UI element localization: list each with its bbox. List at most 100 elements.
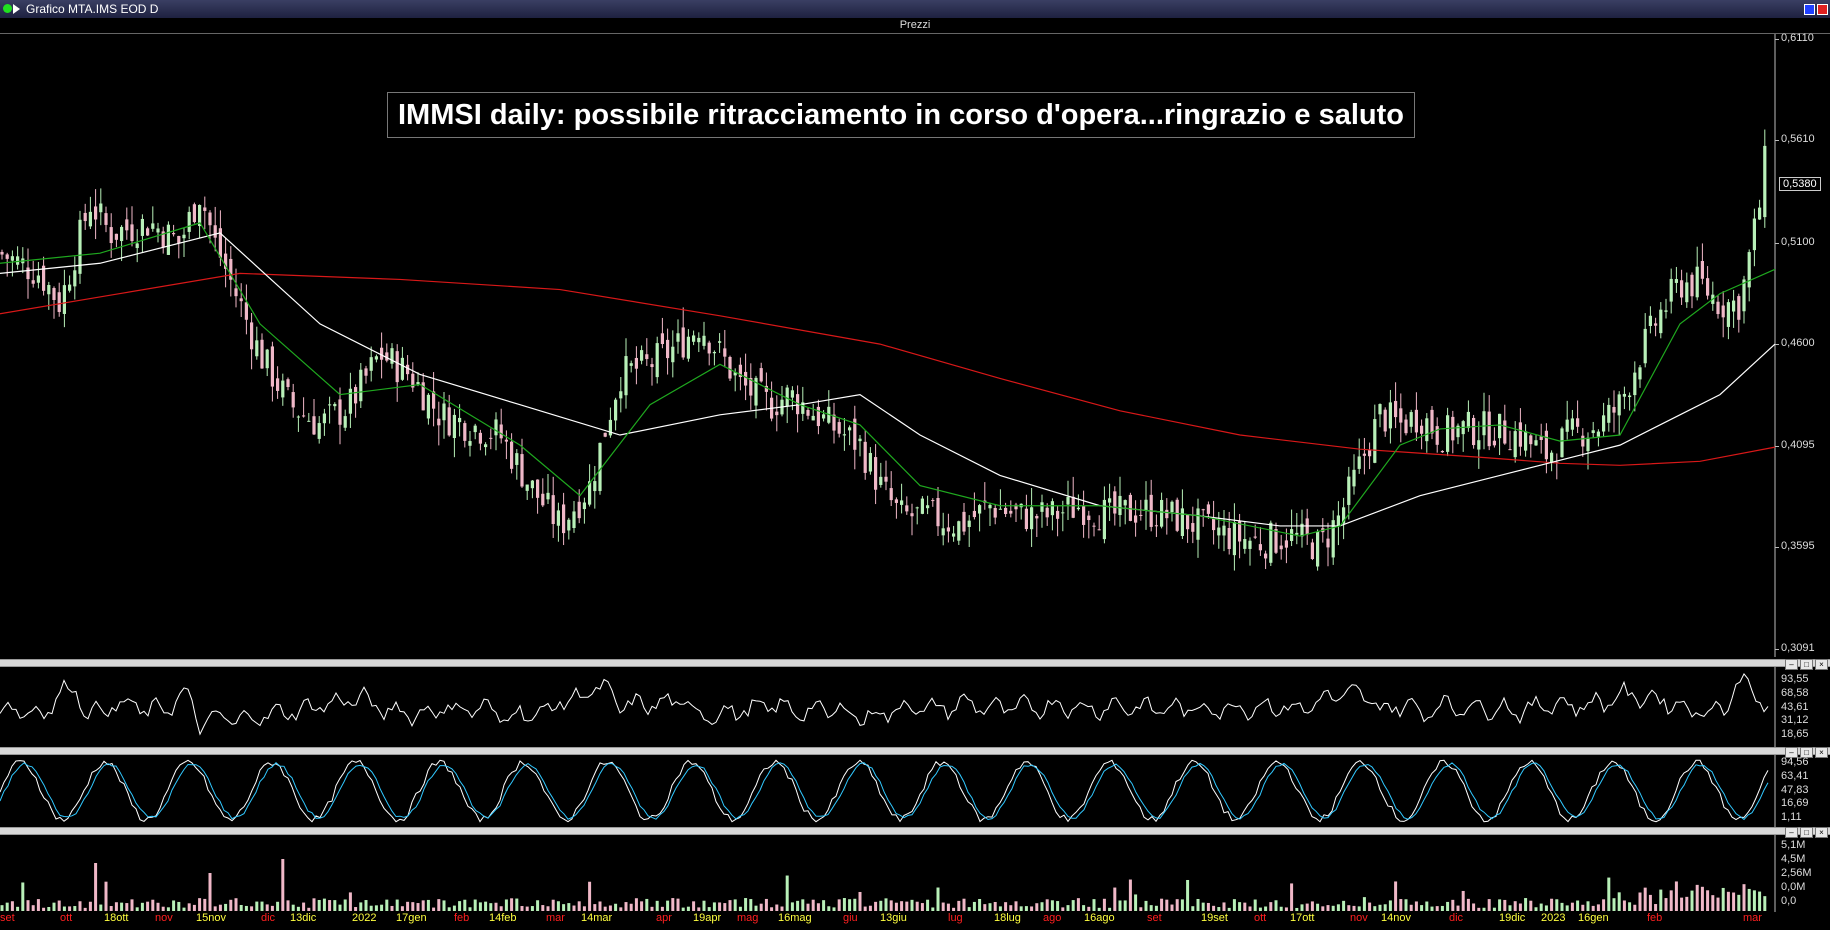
volume-bar <box>1362 897 1366 911</box>
oscillator-1-chart[interactable] <box>0 667 1830 747</box>
volume-bar <box>1113 887 1117 911</box>
volume-bar <box>296 906 300 911</box>
candle-body <box>172 233 176 235</box>
volume-bar <box>47 906 51 911</box>
candle-body <box>354 387 358 404</box>
volume-bar <box>1243 902 1247 911</box>
volume-bar <box>1643 887 1647 911</box>
volume-bar <box>88 901 92 911</box>
volume-bar <box>432 907 436 911</box>
volume-bar <box>203 898 207 911</box>
price-chart[interactable] <box>0 34 1830 657</box>
candle-body <box>426 394 430 419</box>
candle-body <box>1638 367 1642 380</box>
volume-bar <box>775 904 779 911</box>
volume-bar <box>1102 898 1106 911</box>
volume-bar <box>1154 905 1158 911</box>
volume-bar <box>406 901 410 911</box>
pane-separator-2[interactable]: – □ × <box>0 747 1830 758</box>
close-pane-button[interactable]: × <box>1815 659 1828 670</box>
volume-bar <box>1586 901 1590 911</box>
candle-body <box>1092 525 1096 527</box>
candle-body <box>1659 309 1663 334</box>
candle-body <box>1331 520 1335 558</box>
candle-body <box>608 419 612 436</box>
oscillator-1-tick-label: 43,61 <box>1781 700 1809 713</box>
volume-bar <box>52 902 56 911</box>
volume-bar <box>1622 900 1626 911</box>
window-restore-icon[interactable] <box>1804 4 1815 15</box>
minimize-pane-button[interactable]: – <box>1785 827 1798 838</box>
candle-body <box>26 267 30 280</box>
candle-body <box>260 339 264 369</box>
price-pane-title: Prezzi <box>0 18 1830 34</box>
candle-body <box>1154 525 1158 527</box>
candle-body <box>1300 523 1304 537</box>
candle-body <box>515 453 519 465</box>
volume-bar <box>1659 889 1663 911</box>
volume-bar <box>681 907 685 911</box>
volume-bar <box>1706 890 1710 911</box>
volume-tick-label: 5,1M <box>1781 839 1806 851</box>
candle-body <box>1076 507 1080 510</box>
volume-bar <box>988 903 992 911</box>
candle-body <box>1139 514 1143 516</box>
volume-bar <box>1201 902 1205 911</box>
pane-separator-1[interactable]: – □ × <box>0 659 1830 670</box>
candle-body <box>1227 528 1231 550</box>
price-tick-label: 0,5610 <box>1781 133 1815 146</box>
candle-body <box>894 499 898 503</box>
volume-bar <box>1061 907 1065 911</box>
play-arrow-icon[interactable] <box>13 4 20 14</box>
window-close-icon[interactable] <box>1817 4 1828 15</box>
volume-bar <box>36 899 40 911</box>
volume-bar <box>1581 904 1585 911</box>
volume-bar <box>801 899 805 911</box>
minimize-pane-button[interactable]: – <box>1785 659 1798 670</box>
candle-body <box>125 219 129 231</box>
volume-bar <box>1472 903 1476 911</box>
candle-body <box>681 327 685 358</box>
close-pane-button[interactable]: × <box>1815 747 1828 758</box>
candle-body <box>1622 393 1626 397</box>
candle-body <box>0 251 4 255</box>
volume-bar <box>1690 890 1694 911</box>
maximize-pane-button[interactable]: □ <box>1800 827 1813 838</box>
candle-body <box>900 500 904 505</box>
candle-body <box>1030 507 1034 530</box>
volume-bar <box>276 901 280 911</box>
candle-body <box>1706 278 1710 296</box>
date-axis-label: 19set <box>1201 912 1228 924</box>
volume-bar <box>1680 897 1684 911</box>
date-axis-label: 2023 <box>1541 912 1566 924</box>
last-price-tag: 0,5380 <box>1779 177 1821 191</box>
candle-body <box>624 356 628 396</box>
candle-body <box>941 528 945 536</box>
pane-separator-3[interactable]: – □ × <box>0 827 1830 838</box>
minimize-pane-button[interactable]: – <box>1785 747 1798 758</box>
maximize-pane-button[interactable]: □ <box>1800 659 1813 670</box>
volume-bar <box>109 906 113 911</box>
candle-body <box>952 533 956 537</box>
stochastic-chart[interactable] <box>0 755 1830 827</box>
candle-body <box>104 213 108 225</box>
maximize-pane-button[interactable]: □ <box>1800 747 1813 758</box>
green-status-icon <box>3 4 12 13</box>
volume-bar <box>1596 904 1600 911</box>
candle-body <box>1420 425 1424 434</box>
stochastic-tick-label: 1,11 <box>1781 811 1802 823</box>
volume-bar <box>348 892 352 911</box>
candle-body <box>1009 510 1013 514</box>
volume-bar <box>270 905 274 911</box>
price-tick-mark <box>1775 547 1779 549</box>
candle-body <box>281 380 285 398</box>
candle-body <box>1066 497 1070 505</box>
candle-body <box>920 498 924 514</box>
close-pane-button[interactable]: × <box>1815 827 1828 838</box>
volume-chart[interactable] <box>0 835 1830 912</box>
candle-body <box>239 298 243 302</box>
volume-bar <box>603 906 607 911</box>
volume-bar <box>255 901 259 911</box>
candle-body <box>1747 252 1751 288</box>
candle-body <box>166 224 170 255</box>
